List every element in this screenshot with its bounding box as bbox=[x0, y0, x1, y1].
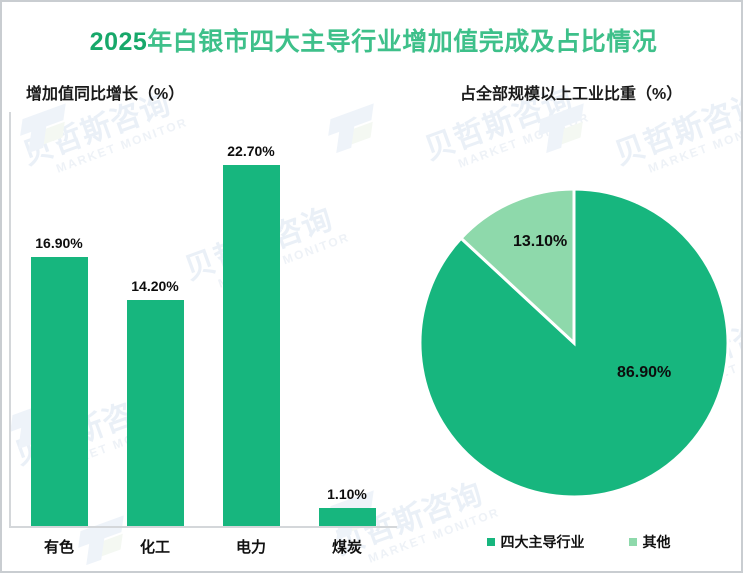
pie-chart: 86.90% 13.10% 四大主导行业 其他 bbox=[412, 112, 741, 571]
bar-category-label: 有色 bbox=[43, 539, 74, 556]
bar-category-label: 化工 bbox=[139, 539, 170, 556]
legend-item-1[interactable]: 其他 bbox=[628, 532, 671, 552]
bar-group-电力: 22.70% bbox=[203, 112, 299, 526]
bar-value-label: 14.20% bbox=[131, 278, 179, 294]
bar-rect[interactable] bbox=[319, 508, 376, 526]
legend-label: 其他 bbox=[642, 534, 671, 550]
pie-panel-label: 占全部规模以上工业比重（%） bbox=[460, 86, 683, 103]
bar-rect[interactable] bbox=[31, 257, 88, 526]
legend-swatch-icon bbox=[628, 538, 637, 546]
chart-title-rest: 年白银市四大主导行业增加值完成及占比情况 bbox=[147, 28, 658, 56]
bar-x-axis-line bbox=[9, 526, 397, 528]
bar-group-有色: 16.90% bbox=[11, 112, 107, 526]
bar-chart: 16.90% 有色 14.20% 化工 22.70% 电力 1.10% 煤炭 bbox=[2, 112, 412, 571]
pie-value-major: 86.90% bbox=[617, 364, 672, 381]
pie-svg bbox=[418, 187, 730, 499]
legend-item-0[interactable]: 四大主导行业 bbox=[486, 532, 585, 552]
bar-rect[interactable] bbox=[127, 300, 184, 526]
pie-legend: 四大主导行业 其他 bbox=[412, 532, 741, 552]
bar-group-煤炭: 1.10% bbox=[299, 112, 395, 526]
bar-group-化工: 14.20% bbox=[107, 112, 203, 526]
pie-value-minor: 13.10% bbox=[513, 233, 568, 250]
chart-title: 2025年白银市四大主导行业增加值完成及占比情况 bbox=[2, 22, 741, 58]
bar-category-label: 电力 bbox=[235, 539, 266, 556]
bar-plot-area: 16.90% 有色 14.20% 化工 22.70% 电力 1.10% 煤炭 bbox=[11, 112, 397, 556]
bar-value-label: 22.70% bbox=[227, 143, 275, 159]
bar-value-label: 1.10% bbox=[327, 486, 367, 502]
chart-title-year: 2025 bbox=[89, 28, 148, 56]
bar-category-label: 煤炭 bbox=[331, 539, 362, 556]
bar-value-label: 16.90% bbox=[35, 235, 83, 251]
bar-y-axis-line bbox=[9, 112, 11, 528]
legend-swatch-icon bbox=[486, 538, 495, 546]
legend-label: 四大主导行业 bbox=[500, 534, 585, 550]
pie-slice-其他[interactable] bbox=[458, 187, 576, 347]
bar-rect[interactable] bbox=[223, 165, 280, 526]
bar-panel-label: 增加值同比增长（%） bbox=[26, 86, 185, 103]
